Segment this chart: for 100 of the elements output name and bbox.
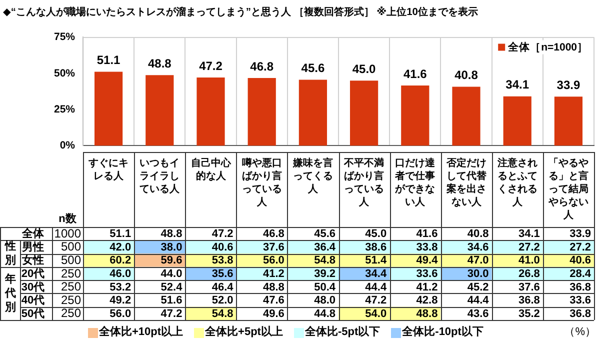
data-label: 41.6 xyxy=(416,228,438,240)
text: 年代別 xyxy=(4,272,16,314)
x-tick-label: 注意されるとふてくされる人 xyxy=(496,156,538,208)
data-label: 47.2 xyxy=(365,294,387,307)
data-label: 46.4 xyxy=(212,281,234,294)
x-tick-label: 自己中心的な人 xyxy=(190,156,232,182)
bar xyxy=(554,96,583,146)
bar xyxy=(94,72,123,146)
data-label: 39.2 xyxy=(314,268,336,280)
data-label: 26.8 xyxy=(518,268,540,280)
y-tick-label: 75% xyxy=(54,31,76,44)
data-label: 41.6 xyxy=(403,66,428,81)
data-label: 43.6 xyxy=(467,308,489,320)
data-label: 41.2 xyxy=(416,281,438,294)
data-label: 36.8 xyxy=(570,281,591,294)
y-tick-label: 男性 xyxy=(21,240,44,254)
data-label: 33.6 xyxy=(416,268,438,280)
data-label: 53.2 xyxy=(110,281,132,294)
data-label: 33.9 xyxy=(556,78,580,92)
text: 全体比+5pt以上 xyxy=(205,326,283,339)
data-label: 33.8 xyxy=(416,241,438,254)
data-label: 38.0 xyxy=(160,241,182,254)
x-tick-label: 口だけ達者で仕事ができない人 xyxy=(394,156,436,208)
data-label: 48.8 xyxy=(262,281,284,294)
data-label: 45.6 xyxy=(301,61,325,76)
text: 全体比-10pt以下 xyxy=(402,326,484,339)
data-label: 40.6 xyxy=(212,241,234,254)
data-label: 50.4 xyxy=(314,281,336,294)
data-label: 47.0 xyxy=(467,254,489,267)
data-label: 38.6 xyxy=(365,241,387,254)
bar xyxy=(248,78,276,146)
data-label: 44.8 xyxy=(314,308,336,320)
data-label: 42.0 xyxy=(110,241,132,254)
data-label: 37.6 xyxy=(518,281,540,294)
data-label: 45.2 xyxy=(467,281,489,294)
data-label: 27.2 xyxy=(518,241,540,254)
y-tick-label: 女性 xyxy=(21,254,44,267)
y-tick-label: 20代 xyxy=(21,268,45,280)
y-tick-label: 50代 xyxy=(21,308,45,320)
x-tick-label: 噂や悪口ばかり言っている人 xyxy=(242,156,282,208)
data-label: 49.6 xyxy=(262,308,284,320)
x-tick-label: 嫌味を言ってくる人 xyxy=(292,156,333,195)
data-label: 34.1 xyxy=(506,78,530,92)
y2-tick-label: 1000 xyxy=(54,226,82,240)
data-label: 54.8 xyxy=(212,308,234,320)
data-label: 48.0 xyxy=(314,294,336,307)
y2-tick-label: 500 xyxy=(60,240,82,254)
data-label: 34.1 xyxy=(518,228,540,240)
x-tick-label: 否定だけして代替案を出さない人 xyxy=(445,156,488,208)
data-label: 27.2 xyxy=(570,241,591,254)
bar xyxy=(196,77,225,146)
chart-title: ◆“こんな人が職場にいたらストレスが溜まってしまう”と思う人 ［複数回答形式］ ※上位10位までを表示 xyxy=(3,6,478,18)
data-label: 35.2 xyxy=(518,308,540,320)
data-label: 36.4 xyxy=(314,241,336,254)
data-label: 49.2 xyxy=(110,294,132,307)
data-label: 54.8 xyxy=(314,254,336,267)
data-label: 44.0 xyxy=(160,268,182,280)
data-label: 45.0 xyxy=(352,62,376,76)
data-label: 51.4 xyxy=(365,254,388,267)
data-label: 46.8 xyxy=(262,228,284,240)
data-label: 33.9 xyxy=(570,228,591,240)
x-tick-label: すぐにキレる人 xyxy=(88,158,129,182)
data-label: 48.8 xyxy=(160,228,182,240)
y-tick-label: 50% xyxy=(54,67,76,80)
data-label: 34.4 xyxy=(365,268,388,280)
data-label: 41.2 xyxy=(262,268,284,280)
bar xyxy=(503,96,532,146)
data-label: 33.6 xyxy=(570,294,591,307)
data-label: 28.4 xyxy=(570,268,592,280)
y-tick-label: 40代 xyxy=(21,294,45,307)
data-label: 45.0 xyxy=(365,228,387,240)
data-label: 36.8 xyxy=(570,308,591,320)
y2-tick-label: 500 xyxy=(60,253,82,268)
y-tick-label: 25% xyxy=(54,103,76,116)
data-label: 35.6 xyxy=(212,268,234,280)
data-label: 40.8 xyxy=(454,68,478,82)
data-label: 60.2 xyxy=(110,254,132,267)
text: （%） xyxy=(564,326,596,339)
y2-tick-label: 250 xyxy=(60,280,82,294)
data-label: 47.2 xyxy=(160,308,182,320)
data-label: 36.8 xyxy=(518,294,540,307)
data-label: 56.0 xyxy=(262,254,284,267)
x-tick-label: 不平不満ばかり言っている人 xyxy=(343,156,384,208)
bar xyxy=(298,80,328,146)
data-label: 46.0 xyxy=(110,268,132,280)
text: 全体比-5pt以下 xyxy=(304,326,380,339)
data-label: 51.1 xyxy=(96,53,121,68)
data-label: 54.0 xyxy=(365,308,387,320)
text: 全体比+10pt以上 xyxy=(99,326,184,339)
data-label: 47.2 xyxy=(212,228,234,240)
data-label: 56.0 xyxy=(110,308,132,320)
data-label: 30.0 xyxy=(467,268,489,280)
y2-tick-label: 250 xyxy=(60,266,82,280)
legend-label: 全体［n=1000］ xyxy=(507,40,588,54)
data-label: 42.8 xyxy=(416,294,438,307)
y-tick-label: 全体 xyxy=(21,227,45,240)
data-label: 51.6 xyxy=(160,294,182,307)
data-label: 44.4 xyxy=(365,281,388,294)
data-label: 46.8 xyxy=(250,59,274,74)
data-label: 40.6 xyxy=(570,254,591,267)
